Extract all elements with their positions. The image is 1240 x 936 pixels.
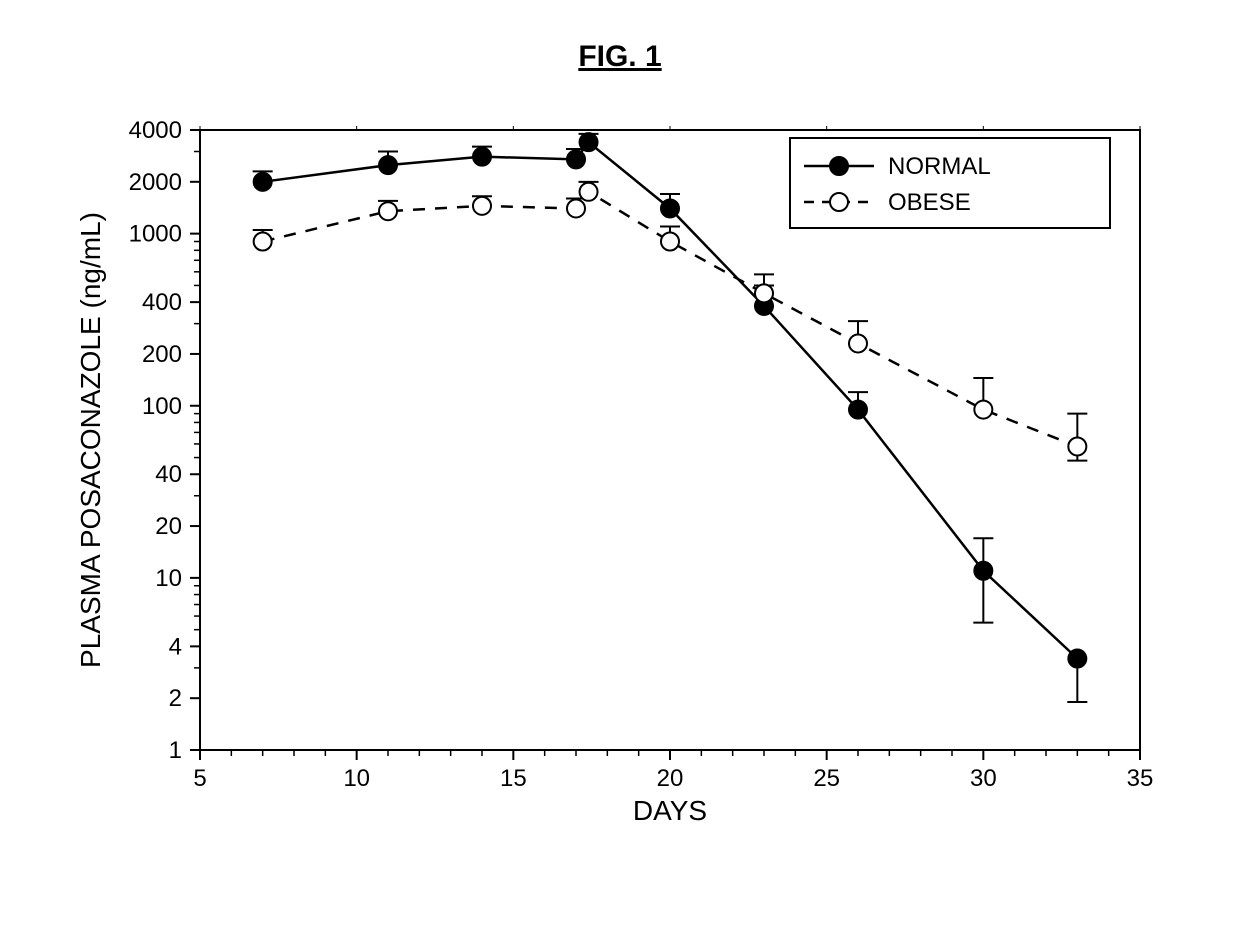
x-tick-label: 15 xyxy=(500,765,527,792)
series-marker-0 xyxy=(580,133,598,151)
y-tick-label: 4000 xyxy=(129,117,182,144)
y-tick-label: 2000 xyxy=(129,169,182,196)
x-axis-label: DAYS xyxy=(633,795,707,826)
pk-chart: 5 10 15 20 25 30 35 1 2 4 10 20 40 100 200 400 1000 2000 4… xyxy=(60,110,1180,870)
series-marker-0 xyxy=(849,401,867,419)
series-marker-1 xyxy=(849,334,867,352)
x-tick-label: 25 xyxy=(813,765,840,792)
series-marker-1 xyxy=(254,233,272,251)
series-marker-0 xyxy=(254,173,272,191)
y-tick-label: 1 xyxy=(169,737,182,764)
series-marker-1 xyxy=(567,199,585,217)
series-marker-1 xyxy=(661,233,679,251)
y-axis-label: PLASMA POSACONAZOLE (ng/mL) xyxy=(75,212,106,668)
y-tick-label: 10 xyxy=(155,565,182,592)
series-marker-1 xyxy=(473,197,491,215)
series-marker-1 xyxy=(974,401,992,419)
x-tick-label: 30 xyxy=(970,765,997,792)
y-tick-label: 1000 xyxy=(129,221,182,248)
y-tick-label: 200 xyxy=(142,341,182,368)
y-tick-label: 4 xyxy=(169,633,182,660)
page: FIG. 1 5 10 15 20 25 30 35 1 2 4 10 20 40 100 200 400 10… xyxy=(0,0,1240,936)
series-marker-0 xyxy=(661,199,679,217)
series-marker-0 xyxy=(974,562,992,580)
x-tick-label: 35 xyxy=(1127,765,1154,792)
y-tick-label: 40 xyxy=(155,461,182,488)
series-marker-1 xyxy=(1068,437,1086,455)
chart-container: 5 10 15 20 25 30 35 1 2 4 10 20 40 100 200 400 1000 2000 4… xyxy=(60,110,1180,870)
series-marker-0 xyxy=(567,150,585,168)
y-tick-label: 100 xyxy=(142,393,182,420)
x-tick-label: 20 xyxy=(657,765,684,792)
y-tick-label: 20 xyxy=(155,513,182,540)
legend-label: NORMAL xyxy=(888,153,991,180)
y-tick-label: 2 xyxy=(169,685,182,712)
legend-label: OBESE xyxy=(888,189,971,216)
series-marker-1 xyxy=(580,183,598,201)
series-marker-0 xyxy=(473,148,491,166)
series-marker-1 xyxy=(755,284,773,302)
series-marker-0 xyxy=(1068,650,1086,668)
x-tick-label: 10 xyxy=(343,765,370,792)
series-marker-1 xyxy=(379,202,397,220)
y-tick-label: 400 xyxy=(142,289,182,316)
figure-title: FIG. 1 xyxy=(0,40,1240,74)
series-marker-0 xyxy=(379,156,397,174)
x-tick-label: 5 xyxy=(193,765,206,792)
